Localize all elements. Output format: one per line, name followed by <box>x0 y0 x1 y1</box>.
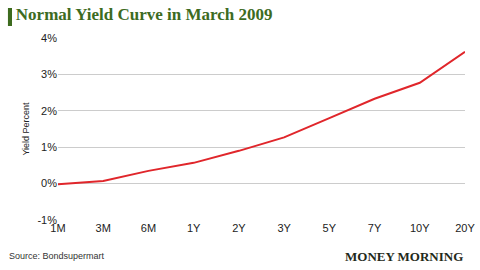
svg-text:2Y: 2Y <box>232 222 246 234</box>
svg-text:1M: 1M <box>50 222 65 234</box>
svg-text:20Y: 20Y <box>455 222 475 234</box>
svg-text:7Y: 7Y <box>368 222 382 234</box>
svg-text:3Y: 3Y <box>277 222 291 234</box>
svg-text:3%: 3% <box>41 68 57 80</box>
svg-text:1Y: 1Y <box>187 222 201 234</box>
svg-text:Source: Bondsupermart: Source: Bondsupermart <box>9 251 105 261</box>
svg-text:5Y: 5Y <box>323 222 337 234</box>
svg-text:1%: 1% <box>41 141 57 153</box>
svg-text:10Y: 10Y <box>410 222 430 234</box>
svg-text:-1%: -1% <box>37 214 57 226</box>
svg-text:2%: 2% <box>41 105 57 117</box>
svg-text:Yield Percent: Yield Percent <box>21 102 31 156</box>
svg-text:Normal Yield Curve in March 20: Normal Yield Curve in March 2009 <box>16 5 273 24</box>
svg-text:6M: 6M <box>141 222 156 234</box>
svg-text:4%: 4% <box>41 32 57 44</box>
svg-text:0%: 0% <box>41 177 57 189</box>
svg-text:3M: 3M <box>96 222 111 234</box>
svg-text:MONEY MORNING: MONEY MORNING <box>345 249 463 264</box>
